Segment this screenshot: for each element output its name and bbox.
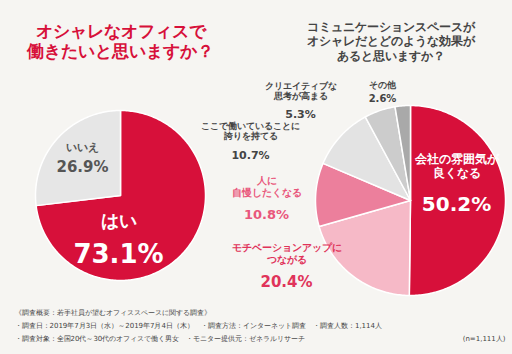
svg-text:モチベーションアップにつながる: モチベーションアップにつながる xyxy=(232,242,342,266)
svg-text:20.4%: 20.4% xyxy=(260,273,312,291)
svg-text:いいえ: いいえ xyxy=(66,141,99,154)
svg-text:クリエイティブな思考が高まる: クリエイティブな思考が高まる xyxy=(265,81,337,101)
svg-text:はい: はい xyxy=(101,210,137,231)
svg-text:会社の雰囲気が良くなる: 会社の雰囲気が良くなる xyxy=(414,152,500,180)
svg-text:26.9%: 26.9% xyxy=(56,158,108,176)
svg-text:人に自慢したくなる: 人に自慢したくなる xyxy=(232,175,302,199)
svg-text:ここで働いていることに誇りを持てる: ここで働いていることに誇りを持てる xyxy=(201,121,300,141)
svg-text:50.2%: 50.2% xyxy=(422,192,491,216)
svg-text:73.1%: 73.1% xyxy=(73,239,163,269)
svg-text:(n=1,111人): (n=1,111人) xyxy=(463,335,506,343)
svg-text:その他: その他 xyxy=(369,80,397,90)
svg-text:5.3%: 5.3% xyxy=(285,108,316,121)
svg-text:2.6%: 2.6% xyxy=(369,93,397,104)
svg-text:・調査対象：全国20代～30代のオフィスで働く男女 ・モニタ: ・調査対象：全国20代～30代のオフィスで働く男女 ・モニター提供元：ゼネラルリ… xyxy=(15,335,306,343)
svg-text:10.7%: 10.7% xyxy=(231,149,269,162)
svg-text:コミュニケーションスペースがオシャレだとどのような効果がある: コミュニケーションスペースがオシャレだとどのような効果があると思いますか？ xyxy=(307,20,476,63)
svg-text:10.8%: 10.8% xyxy=(244,207,289,222)
svg-text:オシャレなオフィスで働きたいと思いますか？: オシャレなオフィスで働きたいと思いますか？ xyxy=(26,21,214,61)
svg-text:・調査日：2019年7月3日（水）～2019年7月4日（木）: ・調査日：2019年7月3日（水）～2019年7月4日（木） ・調査方法：インタ… xyxy=(15,322,382,330)
svg-text:《調査概要：若手社員が望むオフィススペースに関する調査》: 《調査概要：若手社員が望むオフィススペースに関する調査》 xyxy=(15,309,211,317)
